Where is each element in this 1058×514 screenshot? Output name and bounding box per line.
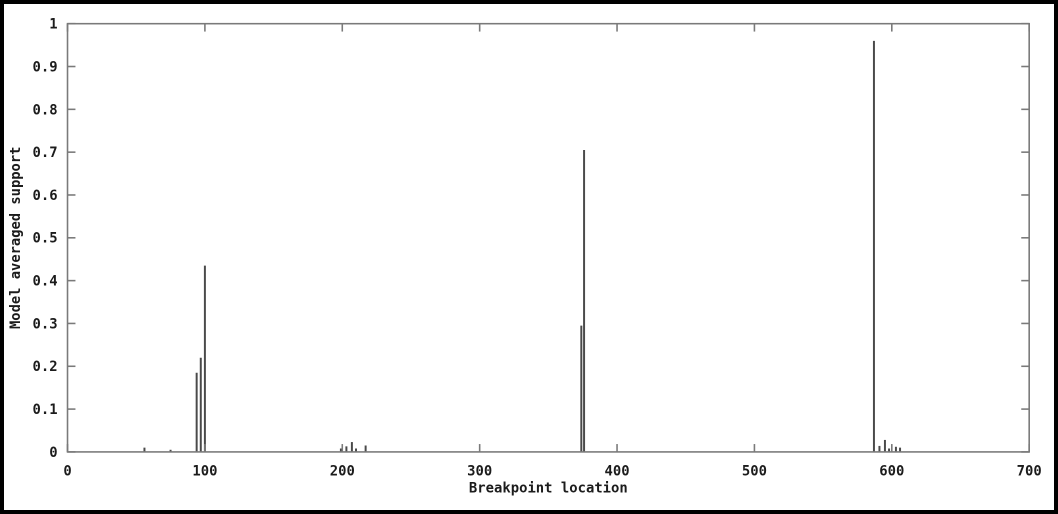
y-tick-label: 0.9 (33, 59, 58, 75)
x-tick-label: 500 (742, 464, 767, 480)
y-tick-label: 0.2 (33, 359, 58, 375)
x-tick-label: 100 (192, 464, 217, 480)
x-axis-label: Breakpoint location (469, 480, 628, 496)
y-tick-label: 0.6 (33, 188, 58, 204)
y-tick-label: 0.1 (33, 402, 58, 418)
plot-frame (66, 22, 1030, 453)
x-tick-label: 400 (605, 464, 630, 480)
y-tick-label: 0.7 (33, 145, 58, 161)
y-tick-label: 0 (49, 445, 57, 461)
y-axis-label: Model averaged support (8, 147, 24, 329)
y-axis-ticks (67, 22, 1030, 453)
impulse-series (143, 40, 902, 452)
y-tick-label: 1 (49, 17, 57, 33)
chart-canvas: 0 100 200 300 400 500 600 700 00.10.20.30.40.50… (8, 17, 1042, 497)
x-tick-label: 0 (63, 464, 71, 480)
x-tick-label: 600 (879, 464, 904, 480)
y-tick-label: 0.8 (33, 102, 58, 118)
x-tick-label: 700 (1017, 464, 1042, 480)
y-tick-label: 0.4 (33, 274, 58, 290)
y-tick-labels: 0 0.1 0.2 0.3 0.4 0.5 0.6 0.7 0.8 0.9 1 (33, 17, 58, 461)
y-tick-label: 0.3 (33, 316, 58, 332)
x-tick-label: 200 (330, 464, 355, 480)
plot-border (66, 22, 1030, 453)
y-tick-label: 0.5 (33, 231, 58, 247)
x-axis-ticks (66, 23, 1030, 452)
x-tick-labels: 0 100 200 300 400 500 600 700 (63, 464, 1041, 480)
x-tick-label: 300 (467, 464, 492, 480)
